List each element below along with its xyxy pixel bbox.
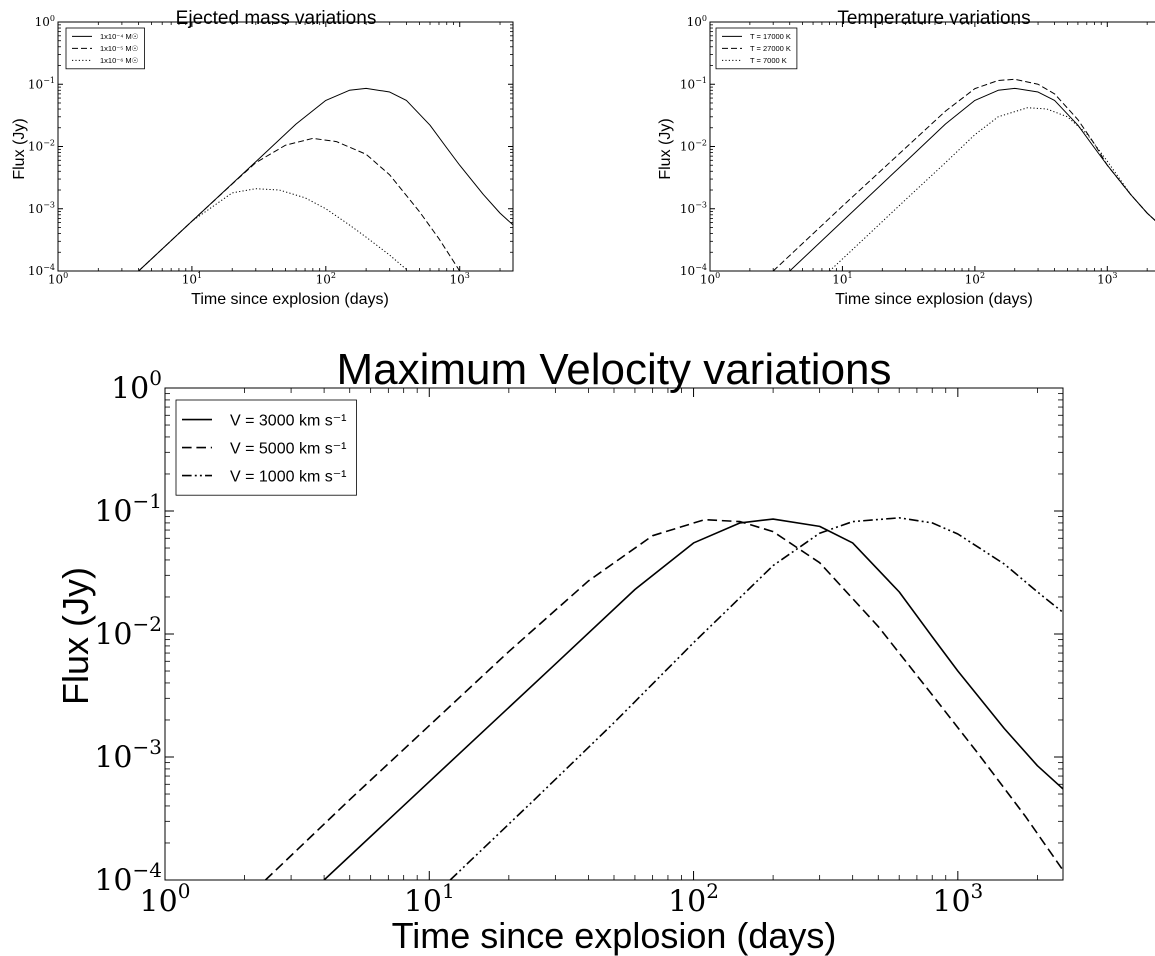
x-tick-label: 101 [404,879,455,920]
y-tick-label: 10−2 [28,138,55,153]
series-line [138,87,513,271]
y-tick-label: 10−4 [94,858,162,899]
y-tick-label: 10−3 [680,201,707,216]
plot-frame [709,21,1155,272]
y-axis-label: Flux (Jy) [55,567,96,705]
y-tick-label: 100 [687,14,707,29]
y-axis-label: Flux (Jy) [11,118,28,179]
x-tick-label: 101 [832,271,852,286]
y-tick-label: 10−4 [28,263,55,278]
plot-frame [164,387,1064,881]
x-tick-label: 100 [140,879,191,920]
legend-label: T = 17000 K [750,32,791,41]
y-tick-label: 10−1 [28,76,55,91]
legend-label: V = 3000 km s⁻¹ [230,412,347,429]
y-tick-label: 10−2 [94,612,162,653]
y-tick-label: 10−4 [680,263,707,278]
x-tick-label: 103 [1097,271,1117,286]
series-line [138,137,461,271]
plot-frame [57,21,514,272]
x-tick-label: 100 [700,271,720,286]
minor-ticks [165,388,1063,880]
y-tick-label: 10−1 [94,489,162,530]
legend-label: 1x10⁻⁵ M☉ [100,44,139,53]
y-axis-label: Flux (Jy) [657,118,674,179]
y-tick-label: 10−1 [680,76,707,91]
legend-label: T = 7000 K [750,56,787,65]
series-line [789,87,1155,271]
x-tick-label: 100 [48,271,68,286]
legend-label: V = 5000 km s⁻¹ [230,440,347,457]
chart-title: Ejected mass variations [176,8,377,29]
legend-label: 1x10⁻⁴ M☉ [100,32,139,41]
x-tick-label: 101 [182,271,202,286]
y-tick-label: 100 [111,366,162,407]
chart-title: Maximum Velocity variations [336,345,891,394]
chart-title: Temperature variations [837,8,1030,29]
legend-label: V = 1000 km s⁻¹ [230,468,347,485]
chart-panel-ejected-mass: Ejected mass variations Time since explo… [11,8,514,308]
legend-box [175,399,357,496]
legend: T = 17000 K T = 27000 K T = 7000 K [715,27,798,70]
x-axis-label: Time since explosion (days) [835,291,1033,308]
y-tick-label: 10−3 [28,201,55,216]
x-tick-label: 103 [932,879,983,920]
y-tick-label: 10−3 [94,735,162,776]
legend: V = 3000 km s⁻¹ V = 5000 km s⁻¹ V = 1000 k… [175,399,357,496]
x-tick-label: 103 [450,271,470,286]
series-line [264,518,1063,880]
x-axis-label: Time since explosion (days) [191,291,389,308]
x-tick-label: 102 [668,879,719,920]
chart-panel-temperature: Temperature variations Time since explos… [657,8,1155,308]
y-tick-label: 10−2 [680,138,707,153]
series-line [323,518,1063,880]
x-tick-label: 102 [965,271,985,286]
x-tick-label: 102 [316,271,336,286]
series-line [138,188,409,271]
legend-box [65,27,145,70]
series-line [772,78,1155,271]
legend: 1x10⁻⁴ M☉ 1x10⁻⁵ M☉ 1x10⁻⁶ M☉ [65,27,145,70]
series-line [449,517,1063,880]
y-tick-label: 100 [35,14,55,29]
legend-label: 1x10⁻⁶ M☉ [100,56,139,65]
x-axis-label: Time since explosion (days) [392,915,837,956]
legend-box [715,27,798,70]
chart-panel-maximum-velocity: Maximum Velocity variations Time since e… [55,345,1064,956]
series-line [829,107,1155,271]
legend-label: T = 27000 K [750,44,791,53]
